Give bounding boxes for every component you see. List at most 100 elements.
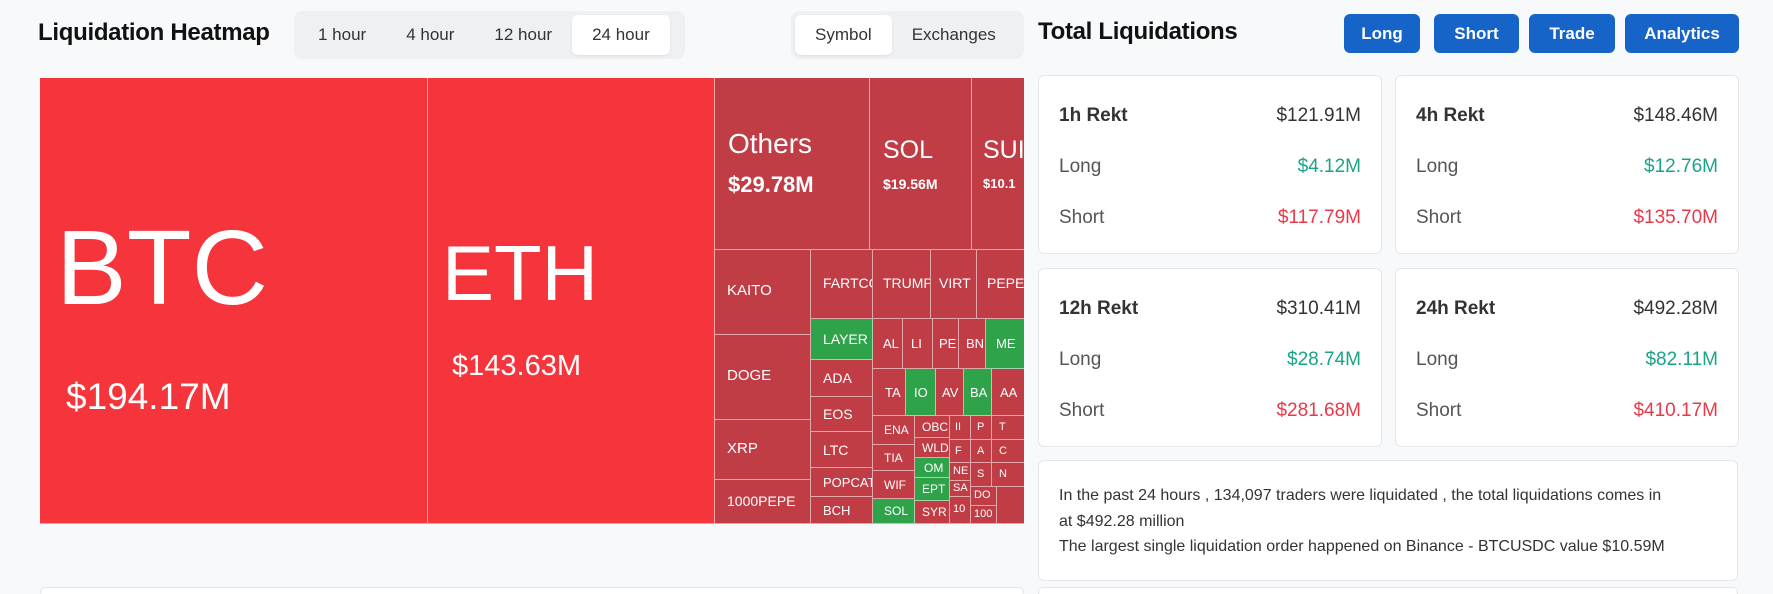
cell-value: $10.1 — [983, 176, 1016, 191]
treemap-cell-pe[interactable]: PE — [933, 319, 959, 369]
treemap-cell-xrp[interactable]: XRP — [715, 420, 811, 480]
summary-line-2: at $492.28 million — [1059, 513, 1185, 530]
treemap-cell-li[interactable]: LI — [903, 319, 933, 369]
long-value: $4.12M — [1297, 156, 1361, 177]
cell-symbol: NE — [953, 465, 969, 477]
summary-line-1: In the past 24 hours , 134,097 traders w… — [1059, 487, 1662, 504]
cell-symbol: PE — [939, 336, 957, 351]
cell-symbol: PEPE — [987, 275, 1024, 291]
liquidation-summary: In the past 24 hours , 134,097 traders w… — [1038, 460, 1738, 581]
tab-symbol[interactable]: Symbol — [795, 15, 892, 55]
treemap-cell-pepe[interactable]: PEPE — [977, 250, 1024, 319]
cell-symbol: N — [999, 468, 1007, 480]
treemap-cell-tia[interactable]: TIA — [873, 445, 915, 471]
cell-symbol: SOL — [883, 136, 934, 164]
rekt-label: 4h Rekt — [1416, 105, 1485, 126]
treemap-cell-ne[interactable]: NE — [950, 463, 971, 481]
cell-symbol: BN — [966, 336, 985, 351]
short-label: Short — [1059, 400, 1105, 421]
treemap-cell-doge[interactable]: DOGE — [715, 335, 811, 420]
treemap-cell-sui[interactable]: SUI $10.1 — [972, 78, 1024, 250]
liquidation-treemap: BTC $194.17M ETH $143.63M Others $29.78M… — [40, 78, 1024, 524]
next-panel-left — [40, 587, 1024, 594]
tab-12-hour[interactable]: 12 hour — [494, 25, 553, 44]
treemap-cell-misc[interactable] — [997, 487, 1024, 524]
cell-value: $194.17M — [66, 376, 231, 417]
treemap-cell-p[interactable]: P — [971, 416, 992, 440]
treemap-cell-ltc[interactable]: LTC — [811, 432, 873, 468]
cell-symbol: KAITO — [727, 282, 772, 299]
treemap-cell-trump[interactable]: TRUMP — [873, 250, 931, 319]
treemap-cell-om[interactable]: OM — [915, 458, 950, 478]
treemap-cell-wif[interactable]: WIF — [873, 471, 915, 499]
treemap-cell-syr[interactable]: SYR — [915, 501, 950, 524]
treemap-cell-100[interactable]: 100 — [971, 506, 997, 524]
rekt-card-12h: 12h Rekt $310.41M Long $28.74M Short $28… — [1038, 268, 1382, 447]
cell-symbol: SA — [953, 482, 968, 494]
trade-button[interactable]: Trade — [1529, 14, 1615, 53]
treemap-cell-ii[interactable]: II — [950, 416, 971, 440]
treemap-cell-eth[interactable]: ETH $143.63M — [428, 78, 715, 524]
treemap-cell-al[interactable]: AL — [873, 319, 903, 369]
treemap-cell-btc[interactable]: BTC $194.17M — [40, 78, 428, 524]
short-label: Short — [1416, 400, 1462, 421]
cell-value: $29.78M — [728, 172, 814, 197]
treemap-cell-popcat[interactable]: POPCAT — [811, 468, 873, 497]
treemap-cell-obc[interactable]: OBC — [915, 416, 950, 438]
treemap-cell-10[interactable]: 10 — [950, 497, 971, 524]
treemap-cell-bn[interactable]: BN — [959, 319, 986, 369]
short-button[interactable]: Short — [1434, 14, 1519, 53]
treemap-cell-fartco[interactable]: FARTCO — [811, 250, 873, 319]
treemap-cell-me[interactable]: ME — [986, 319, 1024, 369]
cell-symbol: 10 — [953, 503, 966, 515]
analytics-button[interactable]: Analytics — [1625, 14, 1739, 53]
cell-symbol: BTC — [56, 209, 268, 327]
long-label: Long — [1059, 156, 1102, 177]
treemap-cell-eos[interactable]: EOS — [811, 397, 873, 432]
tab-exchanges[interactable]: Exchanges — [911, 25, 996, 44]
treemap-cell-virt[interactable]: VIRT — [931, 250, 977, 319]
treemap-cell-wld[interactable]: WLD — [915, 438, 950, 458]
treemap-cell-others[interactable]: Others $29.78M — [715, 78, 870, 250]
treemap-cell-1000pepe[interactable]: 1000PEPE — [715, 480, 811, 524]
treemap-cell-ba[interactable]: BA — [964, 369, 992, 416]
treemap-cell-aa[interactable]: AA — [992, 369, 1024, 416]
treemap-cell-ada[interactable]: ADA — [811, 360, 873, 397]
cell-symbol: AA — [1000, 385, 1018, 400]
treemap-cell-io[interactable]: IO — [906, 369, 936, 416]
heatmap-title: Liquidation Heatmap — [38, 19, 270, 46]
short-label: Short — [1059, 207, 1105, 228]
cell-symbol: C — [999, 445, 1007, 457]
cell-symbol: WIF — [884, 478, 906, 492]
treemap-cell-c[interactable]: C — [992, 440, 1024, 463]
tab-1-hour[interactable]: 1 hour — [318, 25, 367, 44]
treemap-cell-n[interactable]: N — [992, 463, 1024, 487]
treemap-cell-ta[interactable]: TA — [873, 369, 906, 416]
treemap-cell-bch[interactable]: BCH — [811, 497, 873, 524]
treemap-cell-t[interactable]: T — [992, 416, 1024, 440]
treemap-cell-ept[interactable]: EPT — [915, 478, 950, 501]
treemap-cell-layer[interactable]: LAYER — [811, 319, 873, 360]
long-value: $28.74M — [1287, 349, 1361, 370]
rekt-card-1h: 1h Rekt $121.91M Long $4.12M Short $117.… — [1038, 75, 1382, 254]
treemap-cell-ena[interactable]: ENA — [873, 416, 915, 445]
treemap-cell-f[interactable]: F — [950, 440, 971, 463]
tab-24-hour[interactable]: 24 hour — [572, 15, 670, 55]
cell-symbol: DO — [974, 489, 991, 501]
treemap-cell-s[interactable]: S — [971, 463, 992, 487]
treemap-cell-a[interactable]: A — [971, 440, 992, 463]
rekt-card-4h: 4h Rekt $148.46M Long $12.76M Short $135… — [1395, 75, 1739, 254]
treemap-cell-sol-small[interactable]: SOL — [873, 499, 915, 524]
treemap-cell-sa[interactable]: SA — [950, 481, 971, 497]
long-button[interactable]: Long — [1344, 14, 1420, 53]
treemap-cell-sol[interactable]: SOL $19.56M — [870, 78, 972, 250]
treemap-cell-av[interactable]: AV — [936, 369, 964, 416]
treemap-cell-do[interactable]: DO — [971, 487, 997, 506]
treemap-cell-kaito[interactable]: KAITO — [715, 250, 811, 335]
tab-4-hour[interactable]: 4 hour — [406, 25, 455, 44]
cell-symbol: FARTCO — [823, 275, 872, 291]
next-panel-right — [1038, 587, 1738, 594]
long-label: Long — [1416, 349, 1459, 370]
cell-symbol: T — [999, 421, 1006, 433]
